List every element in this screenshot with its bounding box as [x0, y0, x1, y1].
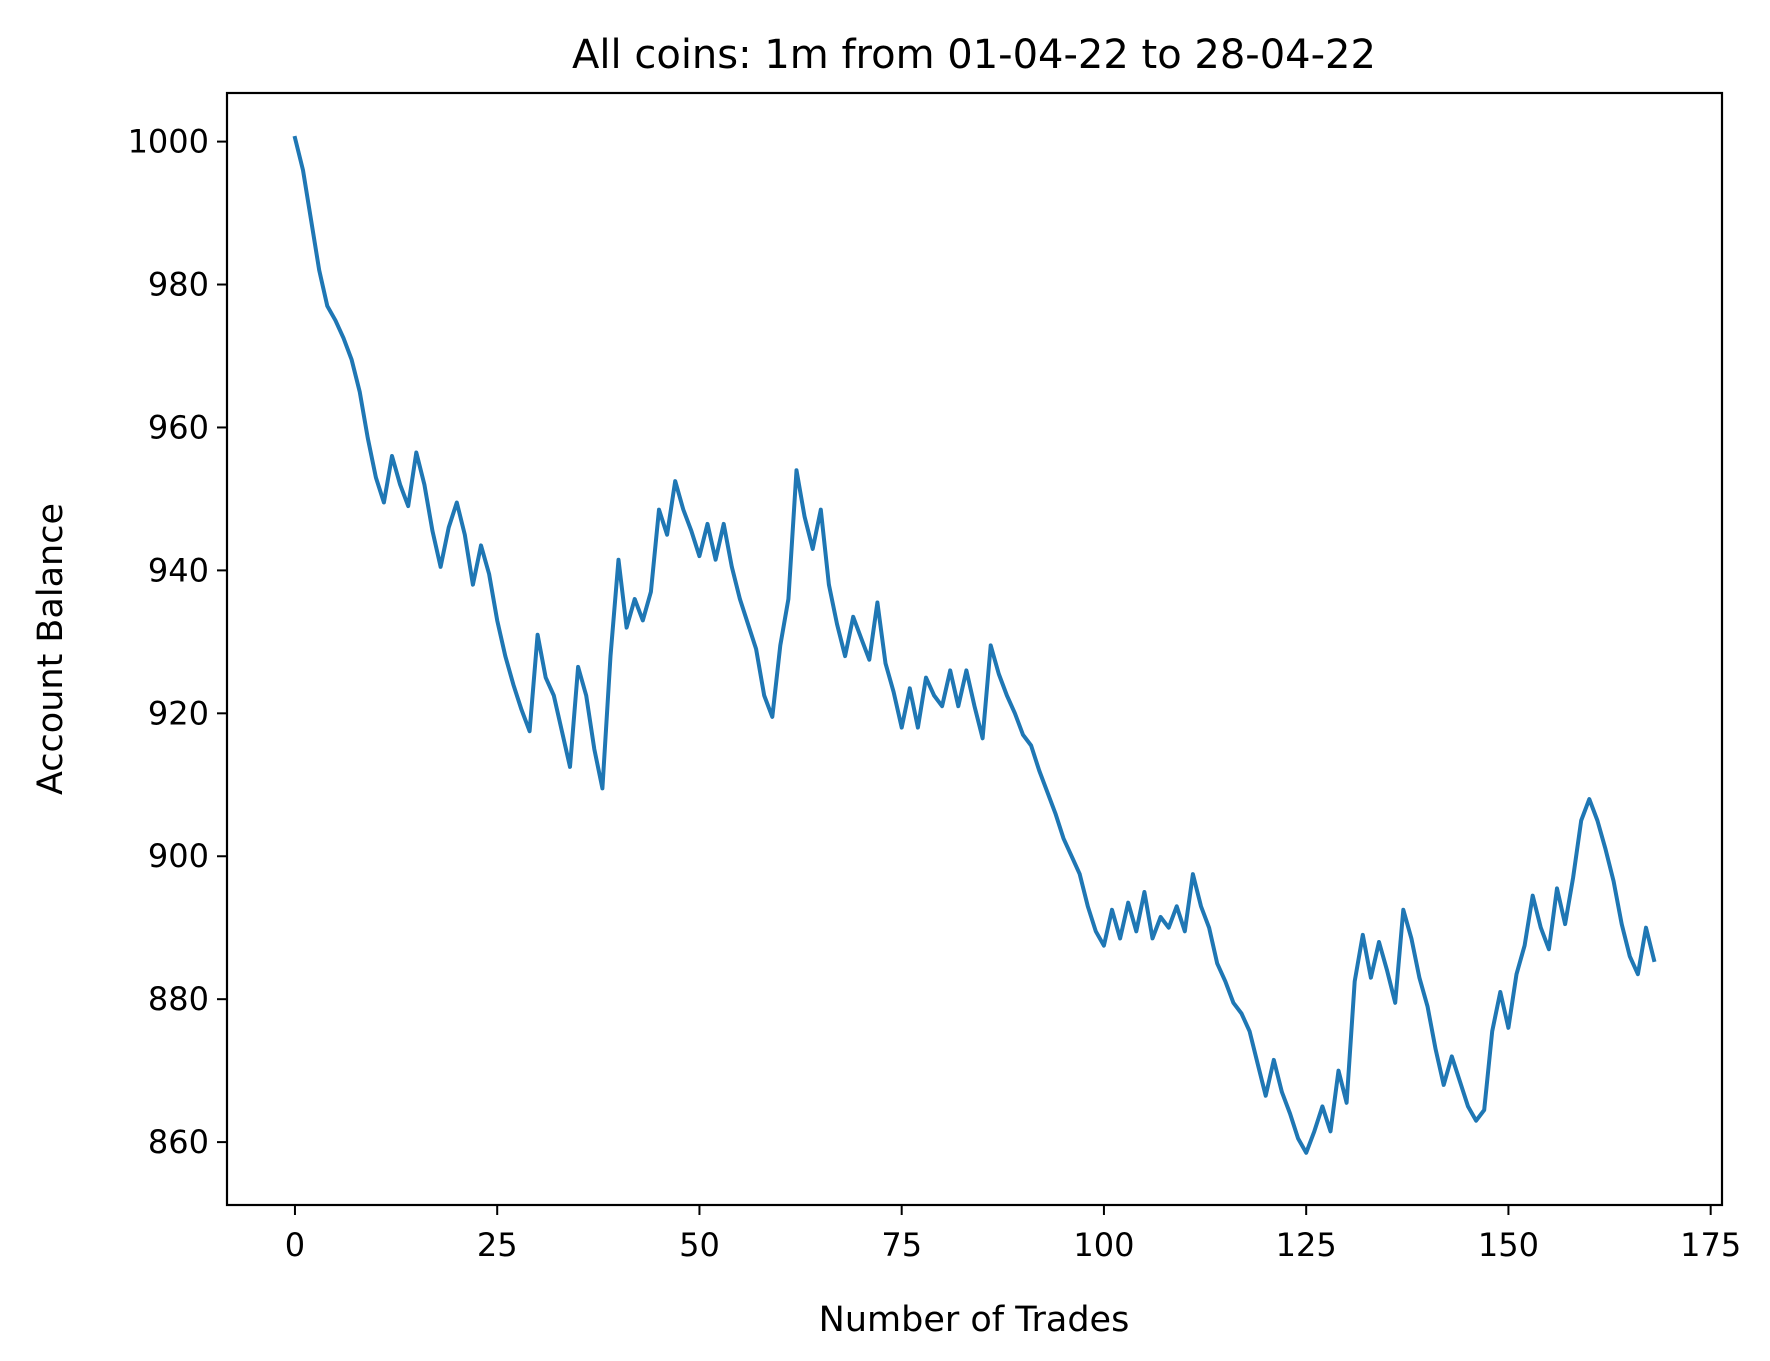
chart-title: All coins: 1m from 01-04-22 to 28-04-22 — [572, 32, 1376, 78]
x-tick-label: 75 — [881, 1226, 922, 1264]
series-layer — [292, 135, 1657, 1155]
y-tick-label: 980 — [148, 266, 209, 304]
series-line — [292, 135, 1657, 1155]
x-axis-label: Number of Trades — [819, 1300, 1130, 1340]
x-tick-label: 125 — [1276, 1226, 1337, 1264]
x-tick-label: 25 — [477, 1226, 518, 1264]
y-tick-label: 900 — [148, 837, 209, 875]
y-axis-ticks: 860 880 900 920 940 960 980 1000 — [128, 123, 227, 1161]
y-tick-label: 960 — [148, 408, 209, 446]
x-tick-label: 175 — [1680, 1226, 1741, 1264]
plot-frame — [225, 91, 1724, 1207]
x-tick-label: 100 — [1073, 1226, 1134, 1264]
y-tick-label: 1000 — [128, 123, 209, 161]
x-tick-label: 150 — [1478, 1226, 1539, 1264]
y-tick-label: 880 — [148, 980, 209, 1018]
y-tick-label: 860 — [148, 1123, 209, 1161]
y-tick-label: 920 — [148, 694, 209, 732]
x-tick-label: 50 — [679, 1226, 720, 1264]
y-tick-label: 940 — [148, 551, 209, 589]
y-axis-label: Account Balance — [31, 503, 71, 795]
x-tick-label: 0 — [285, 1226, 305, 1264]
x-axis-ticks: 0 25 50 75 100 125 150 175 — [285, 1205, 1741, 1264]
